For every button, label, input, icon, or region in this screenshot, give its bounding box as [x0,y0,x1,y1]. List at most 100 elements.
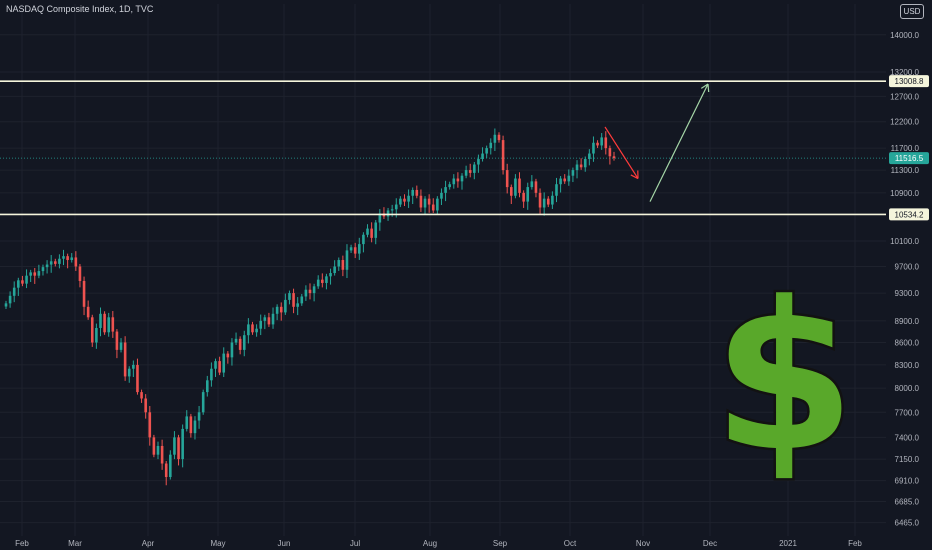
arrow-head [707,83,710,93]
candle-up [411,187,415,205]
candle-down [164,460,168,486]
candle-up [214,358,217,377]
candle-up [132,360,135,377]
candle-down [251,321,254,335]
candle-down [419,189,423,212]
candle-body [341,260,345,270]
candle-up [559,176,562,193]
candle-down [308,283,312,300]
candle-up [378,209,382,231]
candle-body [579,164,583,168]
candle-body [509,187,513,196]
candle-body [419,195,423,208]
candle-down [53,258,57,267]
candle-up [234,332,238,346]
candle-body [353,247,357,254]
candle-body [189,416,193,434]
candle-down [341,255,345,277]
candle-body [259,320,263,329]
arrow-up [649,83,710,202]
candle-body [583,159,587,168]
candle-body [452,178,456,185]
candle-body [95,327,98,343]
candle-body [181,428,184,460]
candle-body [468,170,472,173]
candle-up [230,338,234,366]
candle-body [296,303,299,307]
candle-body [464,170,468,176]
candle-down [501,135,505,175]
candle-body [473,164,476,173]
candle-down [66,253,69,269]
candle-down [86,300,90,320]
candle-up [514,174,517,199]
candle-down [538,188,542,214]
candle-body [456,178,460,182]
candle-body [505,170,509,188]
candle-up [99,307,102,337]
candle-down [608,145,612,165]
candle-up [423,196,427,214]
candle-body [555,184,558,196]
candle-body [78,266,82,281]
arrow-shaft [649,83,709,202]
candle-up [374,219,378,245]
candle-body [612,156,616,159]
candle-body [222,353,226,373]
candle-body [534,181,538,193]
candle-up [542,192,546,216]
price-badge-lower: 10534.2 [889,208,929,221]
candle-body [349,247,353,251]
candle-up [222,347,226,378]
candle-up [8,291,12,308]
candle-body [238,338,242,350]
candle-down [518,172,521,198]
candle-up [362,232,365,253]
candle-down [505,163,509,194]
svg-text:$: $ [713,259,856,497]
candle-body [275,306,279,314]
candle-body [201,392,205,413]
candle-body [526,187,530,202]
candle-body [214,361,217,369]
candle-body [321,279,324,283]
candle-body [304,289,308,297]
horizontal-levels [0,80,886,216]
candle-body [284,299,287,313]
x-tick-label: Apr [142,539,155,548]
candle-body [559,178,562,185]
candle-up [345,244,349,279]
candle-down [468,163,472,178]
candle-up [210,362,213,387]
candle-body [546,198,550,205]
y-tick-label: 12200.0 [890,118,919,127]
x-tick-label: Feb [848,539,862,548]
y-tick-label: 8900.0 [895,317,920,326]
candle-body [29,272,32,276]
candle-down [160,439,164,470]
candle-body [8,295,12,304]
candle-up [17,277,20,296]
currency-label[interactable]: USD [900,4,924,19]
candle-body [608,148,612,157]
candle-body [370,228,373,238]
candle-body [226,353,230,358]
candle-body [378,213,382,223]
candle-up [296,297,299,316]
arrow-down [604,126,639,180]
candle-body [530,181,534,188]
candle-body [592,142,595,154]
candle-down [546,196,550,208]
candle-body [477,159,480,165]
candle-body [86,306,90,318]
candle-down [238,336,242,355]
candle-body [481,153,484,160]
candle-body [33,272,37,276]
candles [4,128,616,486]
candle-body [49,261,53,265]
candle-body [90,317,94,343]
candle-body [333,266,336,274]
candle-body [53,261,57,264]
candle-down [612,151,616,161]
